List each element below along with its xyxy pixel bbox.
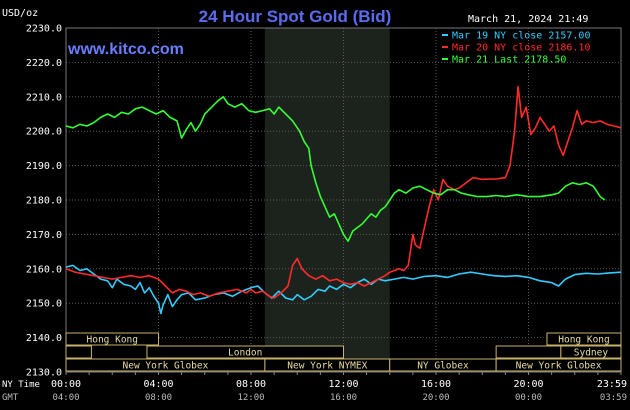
session-box — [495, 345, 562, 359]
y-tick-label: 2210.0 — [26, 92, 62, 103]
y-tick-label: 2200.0 — [26, 127, 62, 138]
legend-entry: Mar 20 NY close 2186.10 — [452, 43, 590, 54]
x-tick-label-ny: 20:00 — [513, 379, 543, 390]
series-line-1 — [65, 264, 622, 315]
session-box — [495, 358, 622, 372]
x-tick-label-ny: 12:00 — [328, 379, 358, 390]
session-label: Hong Kong — [558, 335, 609, 346]
session-box — [546, 332, 622, 346]
legend-entry: Mar 21 Last 2178.50 — [452, 55, 566, 66]
session-box — [65, 345, 92, 359]
session-box — [65, 332, 159, 346]
y-tick-label: 2140.0 — [26, 333, 62, 344]
series-line-3 — [65, 96, 606, 243]
x-tick-label-ny: 16:00 — [421, 379, 451, 390]
x-tick-label-gmt: 20:00 — [422, 393, 449, 403]
y-axis-unit-label: USD/oz — [2, 8, 38, 19]
y-tick-label: 2150.0 — [26, 299, 62, 310]
y-tick-label: 2220.0 — [26, 58, 62, 69]
x-tick-label-gmt: 12:00 — [237, 393, 264, 403]
x-tick-label-ny: 08:00 — [236, 379, 266, 390]
session-label: New York Globex — [123, 361, 209, 372]
legend-entry: Mar 19 NY close 2157.00 — [452, 31, 590, 42]
plot-frame — [65, 27, 622, 373]
session-box — [146, 345, 344, 359]
session-label: Sydney — [574, 348, 609, 359]
session-label: Hong Kong — [87, 335, 138, 346]
chart-title: 24 Hour Spot Gold (Bid) — [199, 7, 392, 26]
x-axis-ny-label: NY Time — [2, 380, 40, 390]
session-label: NY Globex — [417, 361, 469, 372]
y-tick-label: 2190.0 — [26, 161, 62, 172]
x-tick-label-ny: 23:59 — [597, 379, 627, 390]
y-tick-label: 2170.0 — [26, 230, 62, 241]
x-tick-label-gmt: 00:00 — [515, 393, 542, 403]
series-line-2 — [65, 85, 622, 299]
watermark-url: www.kitco.com — [67, 41, 184, 58]
session-label: London — [228, 348, 262, 359]
y-tick-label: 2130.0 — [26, 368, 62, 379]
x-tick-label-gmt: 04:00 — [52, 393, 79, 403]
y-tick-label: 2230.0 — [26, 24, 62, 35]
x-axis-gmt-label: GMT — [2, 393, 19, 403]
x-tick-label-ny: 00:00 — [51, 379, 81, 390]
x-tick-label-ny: 04:00 — [143, 379, 173, 390]
timestamp-label: March 21, 2024 21:49 — [468, 14, 588, 25]
session-label: New York NYMEX — [287, 361, 367, 372]
x-tick-label-gmt: 16:00 — [330, 393, 357, 403]
y-tick-label: 2160.0 — [26, 264, 62, 275]
x-tick-label-gmt: 08:00 — [145, 393, 172, 403]
session-label: New York Globex — [516, 361, 602, 372]
x-tick-label-gmt: 03:59 — [600, 393, 627, 403]
y-tick-label: 2180.0 — [26, 196, 62, 207]
session-box — [560, 345, 622, 359]
